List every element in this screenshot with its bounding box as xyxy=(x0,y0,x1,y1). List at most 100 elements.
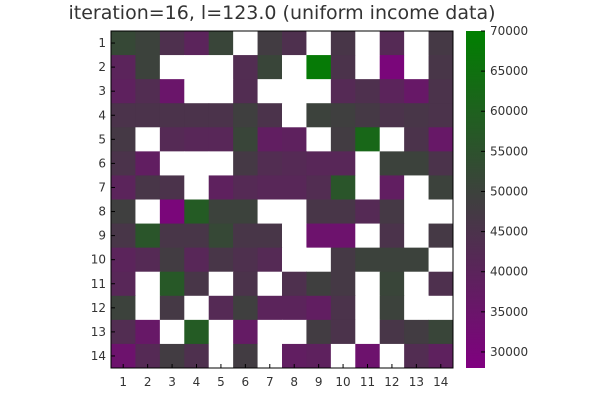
heatmap-cell-r7-c2 xyxy=(135,175,161,200)
heatmap-cell-r10-c14 xyxy=(428,247,454,273)
heatmap-cell-r1-c9 xyxy=(306,31,332,56)
chart-title: iteration=16, l=123.0 (uniform income da… xyxy=(68,2,495,24)
heatmap-cell-r11-c7 xyxy=(257,271,283,297)
heatmap-cell-r10-c7 xyxy=(257,247,283,273)
heatmap-cell-r13-c1 xyxy=(111,319,136,345)
y-tick-label: 8 xyxy=(98,205,106,219)
heatmap-cell-r3-c4 xyxy=(184,79,210,104)
heatmap-cell-r9-c9 xyxy=(306,223,332,249)
heatmap-cell-r11-c12 xyxy=(379,271,405,297)
colorbar-ticks: 30000 35000 40000 45000 50000 55000 60000 65000… xyxy=(481,24,528,359)
heatmap-cell-r9-c6 xyxy=(233,223,259,249)
heatmap-cell-r6-c5 xyxy=(208,151,234,176)
y-tick-label: 1 xyxy=(98,36,106,50)
colorbar-tick-label: 30000 xyxy=(490,345,528,359)
heatmap-cell-r3-c8 xyxy=(282,79,307,104)
y-tick-label: 7 xyxy=(98,180,106,194)
y-tick-label: 12 xyxy=(91,301,106,315)
heatmap-cell-r2-c5 xyxy=(208,55,234,80)
heatmap-cell-r2-c13 xyxy=(404,55,430,80)
x-tick-label: 2 xyxy=(144,375,152,389)
heatmap-cell-r1-c1 xyxy=(111,31,136,56)
heatmap-cell-r10-c9 xyxy=(306,247,332,273)
heatmap-cell-r11-c3 xyxy=(159,271,185,297)
heatmap-cell-r5-c12 xyxy=(379,127,405,152)
heatmap-cell-r7-c7 xyxy=(257,175,283,200)
heatmap-cell-r10-c1 xyxy=(111,247,136,273)
heatmap-cell-r2-c6 xyxy=(233,55,259,80)
colorbar-gradient xyxy=(466,31,485,368)
heatmap-cell-r10-c12 xyxy=(379,247,405,273)
heatmap-cell-r3-c2 xyxy=(135,79,161,104)
heatmap-cell-r13-c12 xyxy=(379,319,405,345)
heatmap-cell-r10-c6 xyxy=(233,247,259,273)
heatmap-cell-r11-c14 xyxy=(428,271,454,297)
heatmap-cell-r5-c2 xyxy=(135,127,161,152)
x-tick-label: 11 xyxy=(360,375,375,389)
y-tick-label: 2 xyxy=(98,60,106,74)
heatmap-cell-r5-c3 xyxy=(159,127,185,152)
heatmap-cell-r2-c11 xyxy=(355,55,381,80)
heatmap-cell-r7-c4 xyxy=(184,175,210,200)
heatmap-cell-r1-c6 xyxy=(233,31,259,56)
heatmap-cell-r10-c11 xyxy=(355,247,381,273)
heatmap-cell-r12-c6 xyxy=(233,295,259,321)
colorbar-tick-label: 35000 xyxy=(490,305,528,319)
heatmap-cell-r12-c2 xyxy=(135,295,161,321)
heatmap-cell-r1-c3 xyxy=(159,31,185,56)
heatmap-cell-r10-c10 xyxy=(330,247,356,273)
heatmap-cell-r8-c11 xyxy=(355,199,381,225)
heatmap-cell-r10-c4 xyxy=(184,247,210,273)
heatmap-cell-r2-c7 xyxy=(257,55,283,80)
heatmap-cell-r7-c8 xyxy=(282,175,307,200)
heatmap-cell-r7-c10 xyxy=(330,175,356,200)
heatmap-cell-r7-c12 xyxy=(379,175,405,200)
heatmap-cell-r12-c10 xyxy=(330,295,356,321)
heatmap-cell-r8-c9 xyxy=(306,199,332,225)
heatmap-cell-r5-c10 xyxy=(330,127,356,152)
heatmap-cell-r5-c1 xyxy=(111,127,136,152)
heatmap-cell-r4-c12 xyxy=(379,103,405,128)
heatmap-cell-r8-c6 xyxy=(233,199,259,225)
heatmap-cell-r9-c3 xyxy=(159,223,185,249)
heatmap-cell-r13-c14 xyxy=(428,319,454,345)
heatmap-cell-r11-c1 xyxy=(111,271,136,297)
heatmap-cell-r10-c13 xyxy=(404,247,430,273)
heatmap-cell-r12-c5 xyxy=(208,295,234,321)
colorbar-tick-label: 40000 xyxy=(490,265,528,279)
heatmap-cell-r1-c12 xyxy=(379,31,405,56)
heatmap-cell-r8-c12 xyxy=(379,199,405,225)
heatmap-cell-r11-c11 xyxy=(355,271,381,297)
heatmap-cell-r5-c13 xyxy=(404,127,430,152)
x-tick-label: 9 xyxy=(315,375,323,389)
heatmap-cell-r9-c4 xyxy=(184,223,210,249)
heatmap-cell-r9-c13 xyxy=(404,223,430,249)
heatmap-cell-r5-c7 xyxy=(257,127,283,152)
heatmap-cell-r9-c5 xyxy=(208,223,234,249)
heatmap-cell-r6-c4 xyxy=(184,151,210,176)
x-tick-label: 1 xyxy=(119,375,127,389)
heatmap-cell-r7-c3 xyxy=(159,175,185,200)
heatmap-cell-r10-c2 xyxy=(135,247,161,273)
heatmap-cell-r8-c8 xyxy=(282,199,307,225)
heatmap-cell-r6-c1 xyxy=(111,151,136,176)
heatmap-cell-r4-c13 xyxy=(404,103,430,128)
x-tick-label: 14 xyxy=(433,375,448,389)
y-tick-label: 9 xyxy=(98,229,106,243)
heatmap-cell-r3-c5 xyxy=(208,79,234,104)
heatmap-cell-r8-c4 xyxy=(184,199,210,225)
colorbar-tick-label: 70000 xyxy=(490,24,528,38)
colorbar-tick-label: 50000 xyxy=(490,184,528,198)
heatmap-cell-r5-c8 xyxy=(282,127,307,152)
heatmap-cell-r2-c10 xyxy=(330,55,356,80)
heatmap-cell-r3-c3 xyxy=(159,79,185,104)
heatmap-cell-r13-c9 xyxy=(306,319,332,345)
heatmap-cell-r4-c7 xyxy=(257,103,283,128)
heatmap-cell-r12-c8 xyxy=(282,295,307,321)
heatmap-cell-r1-c11 xyxy=(355,31,381,56)
heatmap-cell-r9-c2 xyxy=(135,223,161,249)
heatmap-cell-r5-c5 xyxy=(208,127,234,152)
heatmap-cell-r9-c1 xyxy=(111,223,136,249)
heatmap-cell-r11-c8 xyxy=(282,271,307,297)
